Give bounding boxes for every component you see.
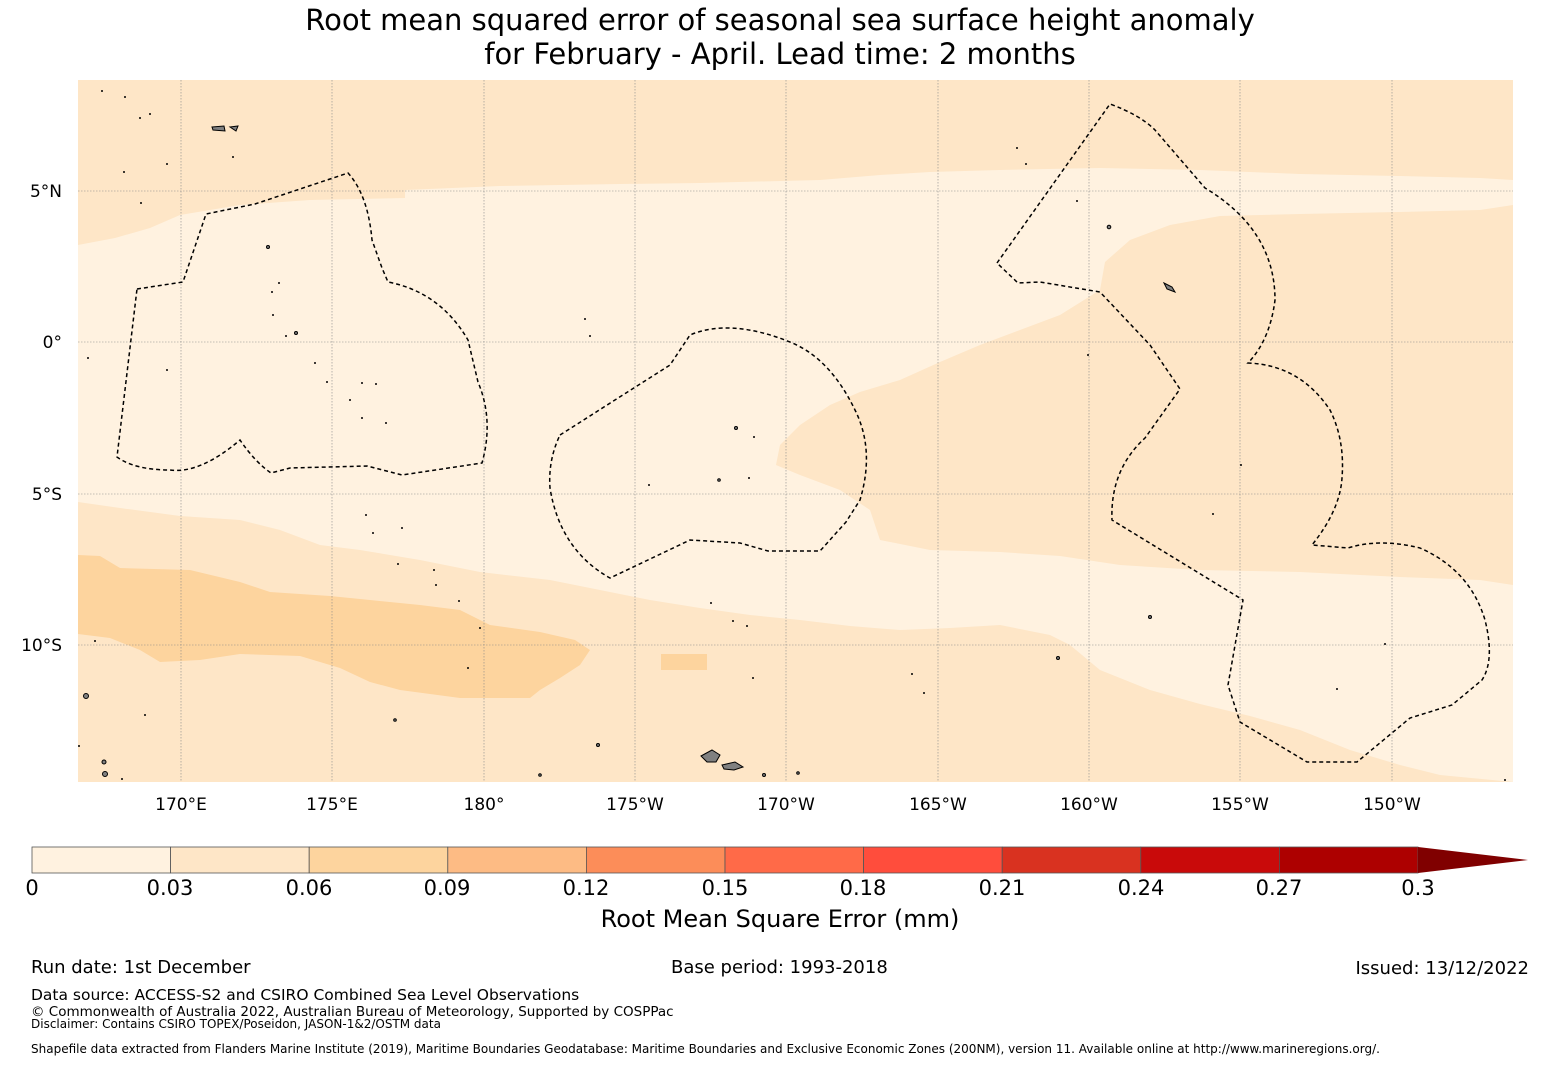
map-title-line-1: Root mean squared error of seasonal sea … <box>305 3 1255 37</box>
colorbar-segment <box>447 846 587 874</box>
colorbar-segment <box>308 846 449 874</box>
rmse-region-light <box>78 168 1513 782</box>
atoll <box>228 125 239 132</box>
lat-label: 5°S <box>32 485 62 505</box>
eez-boundaries <box>116 103 1491 763</box>
eez-boundary-west <box>116 172 488 476</box>
colorbar-tick: 0.06 <box>285 876 333 900</box>
atoll <box>717 478 721 482</box>
colorbar-segment <box>1140 846 1280 874</box>
colorbar-tick: 0 <box>25 876 39 900</box>
data-source: Data source: ACCESS-S2 and CSIRO Combine… <box>31 986 580 1004</box>
colorbar-tick: 0.03 <box>146 876 194 900</box>
atoll <box>102 771 108 777</box>
map-title-line-2: for February - April. Lead time: 2 month… <box>484 37 1076 71</box>
shapefile-credit: Shapefile data extracted from Flanders M… <box>31 1042 1380 1056</box>
lon-label: 150°W <box>1363 795 1421 815</box>
colorbar-tick: 0.18 <box>839 876 887 900</box>
atoll <box>734 426 738 430</box>
atoll <box>393 718 397 722</box>
colorbar-segment <box>863 846 1003 874</box>
lon-label: 160°W <box>1060 795 1118 815</box>
atoll <box>83 693 89 699</box>
lon-label: 175°E <box>306 795 358 815</box>
atoll <box>1162 281 1177 293</box>
land <box>83 125 1177 777</box>
colorbar-segment <box>1279 846 1419 874</box>
atoll <box>266 245 270 249</box>
atoll <box>294 331 298 335</box>
lat-label: 0° <box>43 333 62 353</box>
samoa-island <box>700 749 721 763</box>
colorbar-tick: 0.12 <box>562 876 610 900</box>
colorbar-segment <box>1001 846 1142 874</box>
samoa-island <box>721 761 745 771</box>
lon-label: 170°E <box>155 795 207 815</box>
colorbar-segment <box>31 846 172 874</box>
atoll <box>596 743 600 747</box>
atoll <box>538 773 542 777</box>
small-islets <box>78 90 1506 781</box>
lon-label: 165°W <box>909 795 967 815</box>
eez-boundary-central <box>548 327 868 579</box>
lon-label: 180° <box>464 795 505 815</box>
atoll <box>762 773 766 777</box>
colorbar-tick: 0.27 <box>1255 876 1303 900</box>
colorbar-tick: 0.3 <box>1401 876 1435 900</box>
graticule <box>78 80 1513 782</box>
colorbar-tick: 0.24 <box>1117 876 1165 900</box>
colorbar-segment <box>724 846 865 874</box>
colorbar-tick: 0.15 <box>701 876 749 900</box>
rmse-region-dark-patch <box>661 654 707 670</box>
lat-label: 5°N <box>30 182 62 202</box>
rmse-field <box>78 80 1513 782</box>
rmse-region-dark <box>78 555 590 698</box>
colorbar-segment <box>586 846 726 874</box>
atoll <box>1148 615 1152 619</box>
disclaimer: Disclaimer: Contains CSIRO TOPEX/Poseido… <box>31 1017 441 1031</box>
base-period: Base period: 1993-2018 <box>671 957 888 978</box>
copyright: © Commonwealth of Australia 2022, Austra… <box>31 1004 674 1020</box>
atoll <box>101 759 107 765</box>
colorbar-label: Root Mean Square Error (mm) <box>600 905 960 933</box>
atoll <box>1056 656 1060 660</box>
lat-label: 10°S <box>21 636 62 656</box>
run-date: Run date: 1st December <box>31 957 251 978</box>
lon-label: 155°W <box>1211 795 1269 815</box>
colorbar-tick: 0.09 <box>423 876 471 900</box>
colorbar-segment <box>170 846 310 874</box>
eez-boundary-east <box>996 103 1491 763</box>
atoll <box>211 125 226 132</box>
atoll <box>796 771 800 775</box>
issued-date: Issued: 13/12/2022 <box>1355 958 1529 979</box>
colorbar-extend-arrow <box>1418 847 1528 873</box>
atoll <box>1106 224 1112 230</box>
lon-label: 170°W <box>757 795 815 815</box>
lon-label: 175°W <box>606 795 664 815</box>
colorbar <box>31 846 1528 874</box>
colorbar-tick: 0.21 <box>978 876 1026 900</box>
